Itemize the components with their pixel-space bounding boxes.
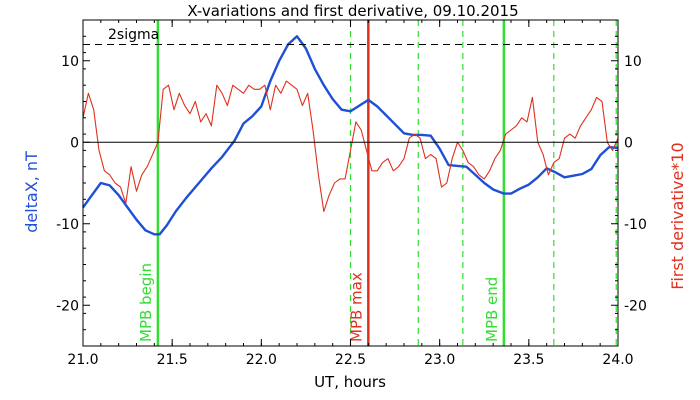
series-line-first-derivative-10 [82,80,619,213]
y-axis-label-right: First derivative*10 [668,142,687,289]
x-tick-label: 23.5 [513,352,544,368]
vertical-markers: MPB begin MPB max MPB end [137,20,617,346]
series-line-deltax [82,35,619,236]
x-tick-label: 21.5 [157,352,188,368]
x-axis-label: UT, hours [314,373,386,391]
y-tick-label-right: 0 [624,135,633,151]
y-tick-label-right: 10 [624,54,642,70]
x-tick-label: 22.5 [335,352,366,368]
vertical-marker-label-0: MPB begin [137,263,155,342]
x-tick-label: 22.0 [246,352,277,368]
y-axis-label-left: deltaX, nT [22,151,41,233]
x-tick-label: 23.0 [424,352,455,368]
chart-title: X-variations and first derivative, 09.10… [187,2,518,20]
y-tick-label-left: 10 [61,54,79,70]
axis-ticks: 21.0 21.5 22.0 22.5 23.0 23.5 24.0 -20 -20 -10 -10… [56,19,647,368]
vertical-marker-label-5: MPB end [483,277,501,342]
y-tick-label-left: -20 [56,298,79,314]
x-tick-label: 24.0 [602,352,633,368]
y-tick-label-left: 0 [70,135,79,151]
plot-area: MPB begin MPB max MPB end [82,20,619,346]
vertical-marker-label-2: MPB max [347,272,365,342]
sigma-label: 2sigma [108,27,159,43]
reference-lines [83,43,618,143]
y-tick-label-left: -10 [56,217,79,233]
x-tick-label: 21.0 [67,352,98,368]
y-tick-label-right: -20 [624,298,647,314]
y-tick-label-right: -10 [624,217,647,233]
series-layer [82,35,619,236]
